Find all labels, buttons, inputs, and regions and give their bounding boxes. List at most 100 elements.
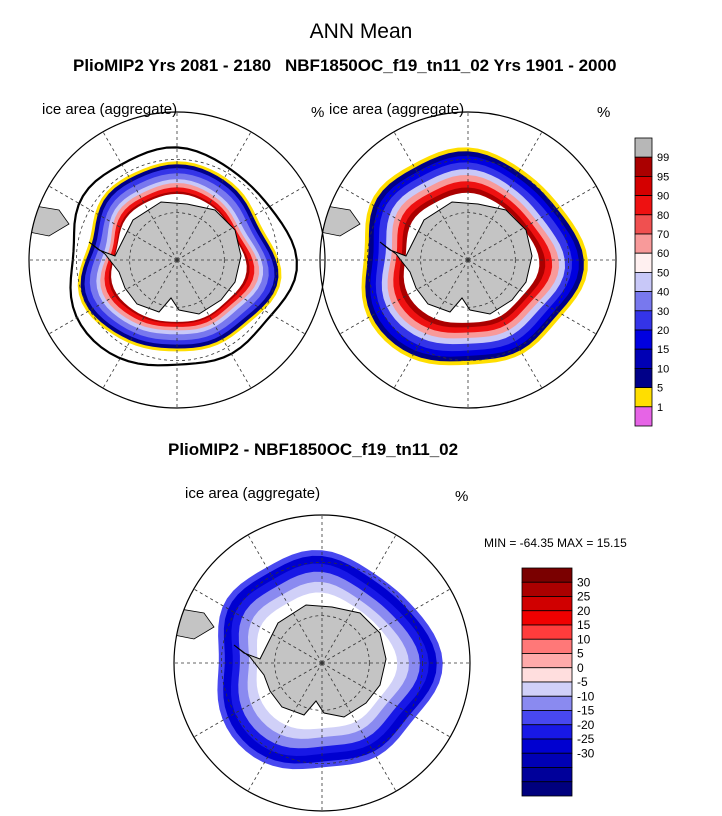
colorbar-segment	[634, 175, 653, 196]
colorbar-segment	[634, 214, 653, 235]
colorbar-segment	[521, 695, 573, 711]
colorbar-tick-label: 1	[657, 402, 663, 414]
colorbar-tick-label: 5	[657, 383, 663, 395]
colorbar-segment	[521, 724, 573, 740]
colorbar-tick-label: -20	[577, 718, 595, 732]
colorbar-segment	[521, 781, 573, 797]
colorbar-tick-label: 30	[577, 575, 591, 589]
colorbar-tick-label: 30	[657, 306, 669, 318]
colorbar-tick-label: 20	[577, 604, 591, 618]
colorbar-tick-label: 90	[657, 191, 669, 203]
colorbar-segment	[521, 581, 573, 597]
colorbar-tick-label: 15	[657, 344, 669, 356]
colorbar-tick-label: 10	[577, 632, 591, 646]
antarctica-landmass	[233, 604, 387, 718]
meridian-line	[393, 259, 469, 389]
map-boundary	[28, 111, 326, 409]
diff-variable-label: ice area (aggregate)	[185, 485, 321, 502]
meridian-line	[467, 131, 543, 261]
colorbar-tick-label: -30	[577, 746, 595, 760]
meridian-line	[193, 662, 323, 738]
meridian-line	[467, 259, 543, 389]
colorbar-segment	[521, 610, 573, 626]
colorbar-tick-label: 80	[657, 210, 669, 222]
right-panel-title: NBF1850OC_f19_tn11_02 Yrs 1901 - 2000	[285, 56, 617, 75]
meridian-line	[321, 534, 397, 664]
left-panel-title: PlioMIP2 Yrs 2081 - 2180	[73, 56, 272, 75]
colorbar-segment	[521, 567, 573, 583]
meridian-line	[48, 185, 178, 261]
colorbar-segment	[521, 638, 573, 654]
meridian-line	[176, 185, 306, 261]
colorbar-segment	[634, 291, 653, 312]
colorbar-segment	[521, 596, 573, 612]
antarctica-landmass	[379, 201, 533, 315]
colorbar-tick-label: -25	[577, 732, 595, 746]
colorbar-segment	[634, 137, 653, 158]
meridian-line	[102, 259, 178, 389]
colorbar-segment	[634, 271, 653, 292]
colorbar-segment	[634, 252, 653, 273]
colorbar-segment	[521, 624, 573, 640]
colorbar-segment	[521, 752, 573, 768]
colorbar-tick-label: 60	[657, 248, 669, 260]
colorbar-tick-label: 20	[657, 325, 669, 337]
south-america-landmass	[29, 204, 70, 237]
colorbar-tick-label: -10	[577, 689, 595, 703]
map-left	[28, 111, 326, 409]
colorbar-tick-label: 0	[577, 661, 584, 675]
colorbar-ice-area: 99 95 90 80 70 60 50 40 30 20 15 10 5 1	[634, 137, 669, 427]
colorbar-tick-label: 5	[577, 647, 584, 661]
meridian-line	[247, 662, 323, 792]
latitude-circle	[220, 561, 424, 765]
colorbar-segment	[521, 738, 573, 754]
colorbar-segment	[634, 310, 653, 331]
left-variable-label: ice area (aggregate)	[42, 101, 178, 118]
meridian-line	[393, 131, 469, 261]
main-title: ANN Mean	[309, 20, 413, 43]
map-diff	[173, 514, 471, 812]
meridian-line	[467, 259, 597, 335]
antarctica-landmass	[88, 201, 242, 315]
meridian-line	[176, 259, 252, 389]
right-unit-label: %	[597, 104, 611, 121]
left-unit-label: %	[311, 104, 325, 121]
meridian-line	[339, 259, 469, 335]
map-boundary	[319, 111, 617, 409]
meridian-line	[176, 259, 306, 335]
meridian-line	[467, 185, 597, 261]
latitude-circle	[366, 158, 570, 362]
colorbar-tick-label: 10	[657, 363, 669, 375]
colorbar-tick-label: 50	[657, 267, 669, 279]
colorbar-segment	[521, 767, 573, 783]
colorbar-segment	[634, 367, 653, 388]
colorbar-segment	[521, 710, 573, 726]
colorbar-segment	[521, 653, 573, 669]
colorbar-tick-label: 15	[577, 618, 591, 632]
meridian-line	[102, 131, 178, 261]
diff-unit-label: %	[455, 488, 469, 505]
meridian-line	[339, 185, 469, 261]
latitude-circle	[129, 212, 225, 308]
map-right	[319, 111, 617, 409]
meridian-line	[321, 662, 397, 792]
colorbar-tick-label: -5	[577, 675, 588, 689]
diff-panel-title: PlioMIP2 - NBF1850OC_f19_tn11_02	[168, 440, 459, 459]
colorbar-tick-label: 40	[657, 287, 669, 299]
colorbar-segment	[634, 195, 653, 216]
meridian-line	[321, 662, 451, 738]
colorbar-segment	[521, 681, 573, 697]
colorbar-tick-label: 70	[657, 229, 669, 241]
colorbar-segment	[634, 329, 653, 350]
latitude-circle	[420, 212, 516, 308]
south-america-landmass	[320, 204, 361, 237]
colorbar-tick-label: -15	[577, 704, 595, 718]
colorbar-segment	[521, 667, 573, 683]
meridian-line	[48, 259, 178, 335]
right-variable-label: ice area (aggregate)	[329, 101, 465, 118]
colorbar-segment	[634, 348, 653, 369]
colorbar-segment	[634, 406, 653, 427]
meridian-line	[247, 534, 323, 664]
